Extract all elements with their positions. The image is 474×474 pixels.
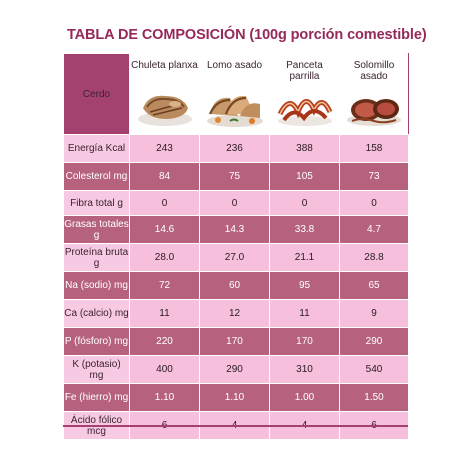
value-cell: 72 xyxy=(129,271,200,300)
food-label: Solomillo asado xyxy=(353,60,395,82)
header-food-solomillo: Solomillo asado xyxy=(339,53,409,135)
food-label: Lomo asado xyxy=(206,60,263,71)
value-cell: 14.6 xyxy=(129,215,200,244)
table-bottom-rule xyxy=(63,425,408,427)
nutrient-label: Na (sodio) mg xyxy=(63,271,130,300)
value-cell: 540 xyxy=(339,355,409,384)
value-cell: 1.00 xyxy=(269,383,340,412)
nutrient-label: Proteína bruta g xyxy=(63,243,130,272)
value-cell: 11 xyxy=(129,299,200,328)
value-cell: 14.3 xyxy=(199,215,270,244)
value-cell: 75 xyxy=(199,162,270,191)
value-cell: 65 xyxy=(339,271,409,300)
value-cell: 28.0 xyxy=(129,243,200,272)
value-cell: 0 xyxy=(339,190,409,216)
value-cell: 236 xyxy=(199,134,270,163)
nutrient-label: Grasas totales g xyxy=(63,215,130,244)
value-cell: 11 xyxy=(269,299,340,328)
value-cell: 388 xyxy=(269,134,340,163)
table-row: Grasas totales g 14.6 14.3 33.8 4.7 xyxy=(63,215,409,244)
table-row: Proteína bruta g 28.0 27.0 21.1 28.8 xyxy=(63,243,409,272)
value-cell: 0 xyxy=(269,190,340,216)
table-row: Colesterol mg 84 75 105 73 xyxy=(63,162,409,191)
table-row: Na (sodio) mg 72 60 95 65 xyxy=(63,271,409,300)
nutrient-label: Colesterol mg xyxy=(63,162,130,191)
value-cell: 170 xyxy=(199,327,270,356)
table-row: Fe (hierro) mg 1.10 1.10 1.00 1.50 xyxy=(63,383,409,412)
header-food-chuleta: Chuleta planxa xyxy=(129,53,200,135)
nutrient-label: K (potasio) mg xyxy=(63,355,130,384)
header-food-lomo: Lomo asado xyxy=(199,53,270,135)
composition-table: Cerdo Chuleta planxa Lomo asado xyxy=(63,53,409,440)
value-cell: 95 xyxy=(269,271,340,300)
bacon-image xyxy=(277,99,332,126)
value-cell: 290 xyxy=(199,355,270,384)
value-cell: 290 xyxy=(339,327,409,356)
value-cell: 220 xyxy=(129,327,200,356)
value-cell: 400 xyxy=(129,355,200,384)
value-cell: 0 xyxy=(129,190,200,216)
roasted-loin-image xyxy=(206,95,263,127)
table-row: P (fósforo) mg 220 170 170 290 xyxy=(63,327,409,356)
table-row: K (potasio) mg 400 290 310 540 xyxy=(63,355,409,384)
tenderloin-image xyxy=(347,99,401,126)
value-cell: 21.1 xyxy=(269,243,340,272)
value-cell: 60 xyxy=(199,271,270,300)
value-cell: 1.50 xyxy=(339,383,409,412)
value-cell: 1.10 xyxy=(129,383,200,412)
value-cell: 310 xyxy=(269,355,340,384)
header-food-panceta: Panceta parrilla xyxy=(269,53,340,135)
pork-chop-image xyxy=(137,95,192,126)
value-cell: 1.10 xyxy=(199,383,270,412)
value-cell: 105 xyxy=(269,162,340,191)
value-cell: 158 xyxy=(339,134,409,163)
table-row: Ca (calcio) mg 11 12 11 9 xyxy=(63,299,409,328)
table-row: Energía Kcal 243 236 388 158 xyxy=(63,134,409,163)
header-row: Cerdo Chuleta planxa Lomo asado xyxy=(63,53,409,135)
nutrient-label: Ca (calcio) mg xyxy=(63,299,130,328)
table-body: Energía Kcal 243 236 388 158 Colesterol mg 84 7… xyxy=(63,134,409,440)
nutrient-label: Fe (hierro) mg xyxy=(63,383,130,412)
header-corner: Cerdo xyxy=(63,53,130,135)
table-title: TABLA DE COMPOSICIÓN (100g porción comes… xyxy=(67,27,427,43)
value-cell: 12 xyxy=(199,299,270,328)
food-label: Panceta parrilla xyxy=(286,60,323,82)
value-cell: 243 xyxy=(129,134,200,163)
food-label: Chuleta planxa xyxy=(131,60,198,71)
value-cell: 73 xyxy=(339,162,409,191)
value-cell: 4.7 xyxy=(339,215,409,244)
nutrient-label: P (fósforo) mg xyxy=(63,327,130,356)
value-cell: 28.8 xyxy=(339,243,409,272)
value-cell: 9 xyxy=(339,299,409,328)
value-cell: 170 xyxy=(269,327,340,356)
value-cell: 0 xyxy=(199,190,270,216)
value-cell: 33.8 xyxy=(269,215,340,244)
nutrient-label: Fibra total g xyxy=(63,190,130,216)
nutrient-label: Energía Kcal xyxy=(63,134,130,163)
value-cell: 84 xyxy=(129,162,200,191)
value-cell: 27.0 xyxy=(199,243,270,272)
